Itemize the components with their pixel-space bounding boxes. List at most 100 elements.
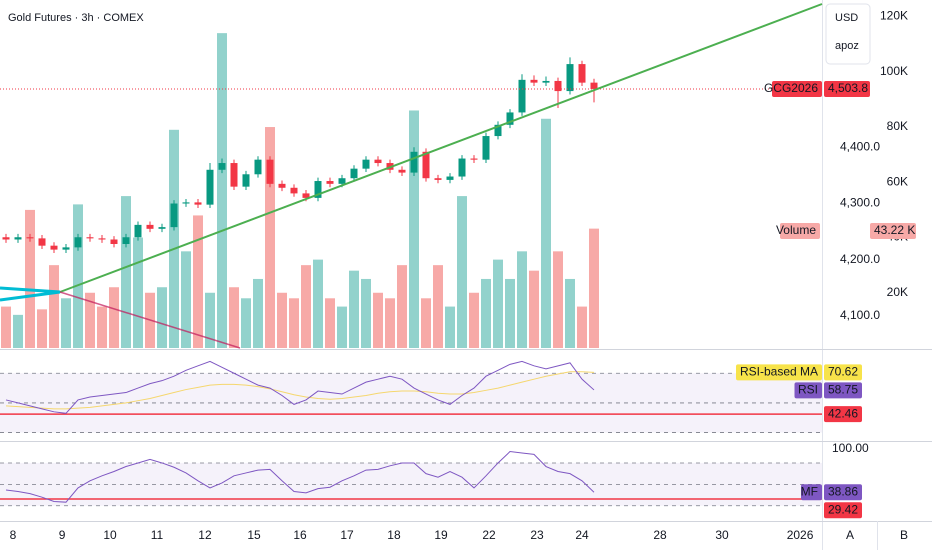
x-tick-label: 8 (10, 528, 17, 542)
volume-bar (301, 265, 311, 348)
candle-body (314, 181, 322, 198)
candle-body (110, 239, 118, 244)
candle-body (182, 202, 190, 204)
candle-body (242, 174, 250, 187)
volume-bar (481, 278, 491, 348)
scale-button[interactable]: A (846, 528, 854, 542)
candle-body (542, 80, 550, 83)
volume-bar (133, 237, 143, 348)
candle-body (338, 178, 346, 184)
indicator-line (5, 451, 595, 503)
candle-body (254, 159, 262, 175)
currency[interactable]: USD (835, 12, 858, 24)
candle-body (446, 176, 454, 180)
value-label: 4,503.8 (828, 81, 868, 95)
volume-bar (121, 196, 131, 348)
value-label: 29.42 (828, 502, 858, 516)
value-label: 58.75 (828, 383, 858, 397)
candle-body (98, 238, 106, 240)
x-tick-label: 18 (387, 528, 401, 542)
candle-body (266, 159, 274, 184)
candle-body (302, 193, 310, 198)
y-tick-label: 100K (880, 64, 908, 78)
volume-bar (541, 118, 551, 348)
volume-bar (529, 270, 539, 348)
volume-bar (25, 209, 35, 348)
volume-bar (445, 306, 455, 348)
candle-body (566, 64, 574, 92)
candle-body (38, 238, 46, 246)
volume-bar (37, 309, 47, 348)
volume-bar (73, 204, 83, 348)
volume-bar (13, 314, 23, 348)
volume-bar (325, 298, 335, 348)
candle-body (506, 112, 514, 125)
label-box (870, 223, 916, 239)
volume-bar (553, 251, 563, 348)
label-box (824, 80, 870, 97)
candle-body (398, 169, 406, 173)
candle-body (590, 82, 598, 89)
currency-box[interactable] (825, 3, 871, 65)
volume-bar (385, 298, 395, 348)
label-box (824, 382, 862, 399)
candle-body (470, 158, 478, 160)
x-tick-label: 24 (575, 528, 589, 542)
x-tick-label: 9 (59, 528, 66, 542)
volume-bar (253, 278, 263, 348)
volume-bar (193, 215, 203, 348)
volume-bar (241, 298, 251, 348)
volume-bar (169, 129, 179, 348)
candle-body (422, 151, 430, 179)
volume-bar (49, 265, 59, 348)
candle-body (482, 136, 490, 160)
x-tick-label: 10 (103, 528, 117, 542)
y-tick-label: 4,100.0 (840, 308, 880, 322)
candle-body (218, 163, 226, 170)
volume-bar (181, 251, 191, 348)
candle-body (170, 203, 178, 228)
volume-bar (505, 278, 515, 348)
account[interactable]: apoz (835, 40, 859, 52)
trend-line (0, 290, 61, 302)
value-label: RSI-based MA (740, 365, 818, 379)
candle-body (410, 151, 418, 173)
label-box (824, 406, 862, 423)
candle-body (86, 237, 94, 239)
scale-button[interactable]: B (900, 528, 908, 542)
y-tick-label: 4,400.0 (840, 139, 880, 153)
volume-bar (361, 278, 371, 348)
volume-bar (205, 292, 215, 348)
candle-body (458, 158, 466, 177)
candle-body (62, 247, 70, 250)
candle-body (206, 169, 214, 205)
volume-bar (409, 110, 419, 348)
chart-title: Gold Futures · 3h · COMEX (8, 12, 144, 24)
volume-bar (61, 298, 71, 348)
volume-bar (469, 292, 479, 348)
y-tick-label: 4,200.0 (840, 252, 880, 266)
volume-bar (217, 33, 227, 349)
x-tick-label: 30 (715, 528, 729, 542)
x-tick-label: 15 (247, 528, 261, 542)
volume-bar (517, 251, 527, 348)
y-tick-label: 80K (887, 119, 908, 133)
x-tick-label: 16 (293, 528, 307, 542)
candle-body (2, 237, 10, 240)
volume-bar (589, 228, 599, 348)
candle-body (374, 159, 382, 164)
candle-body (350, 168, 358, 179)
value-label: Volume (776, 223, 816, 237)
label-box (780, 223, 820, 239)
y-tick-label: 60K (887, 174, 908, 188)
y-tick-label: 100.00 (832, 441, 869, 455)
candle-body (530, 79, 538, 83)
candle-body (158, 227, 166, 229)
volume-bar (289, 298, 299, 348)
x-tick-label: 11 (151, 528, 164, 542)
y-tick-label: 20K (887, 285, 908, 299)
volume-bar (433, 265, 443, 348)
candle-body (554, 80, 562, 92)
volume-bar (373, 292, 383, 348)
